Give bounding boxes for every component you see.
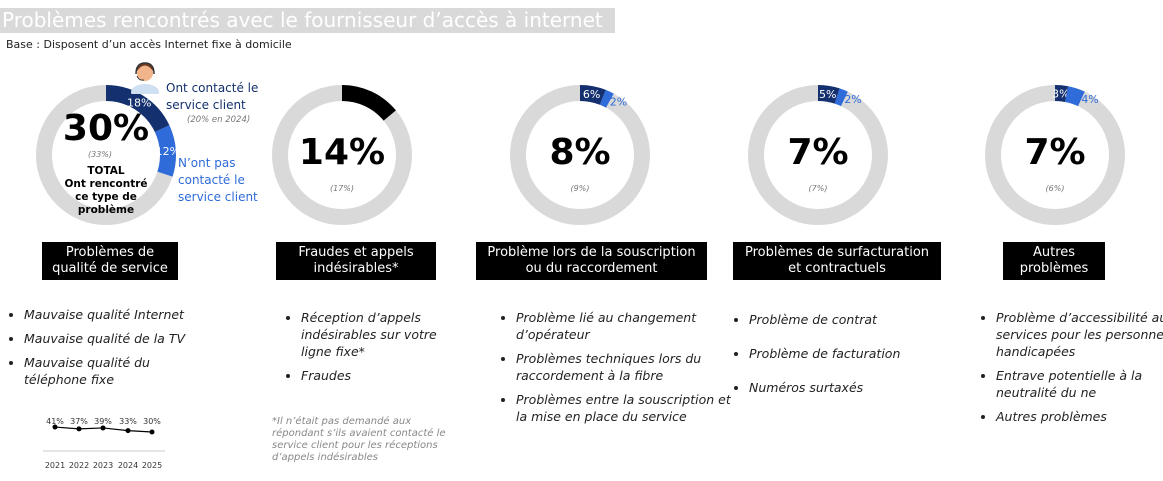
footnote: *Il n’était pas demandé aux répondant s’… xyxy=(272,416,446,463)
trend-point xyxy=(76,426,82,432)
total-label-line: Ont rencontré xyxy=(64,178,148,190)
donut-segment xyxy=(579,85,606,105)
previous-value: (17%) xyxy=(329,184,355,193)
total-value: 8% xyxy=(549,132,611,173)
category-fraud: Fraudes et appels indésirables* xyxy=(276,242,436,280)
contacted-previous: (20% en 2024) xyxy=(187,115,251,125)
list-item: Mauvaise qualité Internet xyxy=(24,306,214,323)
legend-not-contacted: N’ont pas contacté le service client xyxy=(178,156,258,204)
customer-service-agent-icon xyxy=(131,62,159,94)
segment-label: 12% xyxy=(156,145,180,158)
list-item: Problème lié au changement d’opérateur xyxy=(516,309,731,343)
total-label-line: ce type de xyxy=(75,191,137,203)
total-value: 7% xyxy=(787,132,849,173)
segment-label: 2% xyxy=(844,93,861,106)
list-item: Autres problèmes xyxy=(996,408,1163,425)
category-subscription: Problème lors de la souscription ou du r… xyxy=(476,242,707,280)
base-note: Base : Disposent d’un accès Internet fix… xyxy=(6,38,292,51)
segment-label: 4% xyxy=(1081,93,1098,106)
list-item: Problème d’accessibilité aux services po… xyxy=(996,309,1163,360)
trend-point xyxy=(149,429,155,435)
list-subscription: Problème lié au changement d’opérateur P… xyxy=(500,309,731,432)
trend-value-label: 33% xyxy=(119,417,137,426)
segment-label: 5% xyxy=(819,88,836,101)
trend-year-label: 2021 xyxy=(45,461,65,470)
trend-point xyxy=(52,424,58,430)
donut-segment xyxy=(341,85,396,121)
list-item: Mauvaise qualité de la TV xyxy=(24,330,214,347)
list-billing: Problème de contrat Problème de facturat… xyxy=(733,311,959,403)
list-item: Entrave potentielle à la neutralité du n… xyxy=(996,367,1163,401)
category-quality: Problèmes de qualité de service xyxy=(42,242,178,280)
list-item: Problèmes entre la souscription et la mi… xyxy=(516,391,731,425)
previous-value: (6%) xyxy=(1045,184,1065,193)
donut-segment xyxy=(834,88,848,107)
trend-value-label: 30% xyxy=(143,417,161,426)
segment-label: 6% xyxy=(583,88,600,101)
donut-segment xyxy=(154,125,176,177)
previous-value: (33%) xyxy=(87,150,113,159)
segment-label: 18% xyxy=(127,97,151,110)
total-value: 30% xyxy=(62,108,150,149)
segment-label: 3% xyxy=(1052,87,1069,100)
total-value: 14% xyxy=(298,132,386,173)
trend-value-label: 41% xyxy=(46,417,64,426)
category-billing: Problèmes de surfacturation et contractu… xyxy=(733,242,941,280)
previous-value: (7%) xyxy=(808,184,828,193)
trend-year-label: 2024 xyxy=(118,461,138,470)
trend-value-label: 37% xyxy=(70,417,88,426)
donut-segment xyxy=(817,85,840,104)
donut-segment xyxy=(105,85,170,133)
total-value: 7% xyxy=(1024,132,1086,173)
trend-value-label: 39% xyxy=(94,417,112,426)
page-title: Problèmes rencontrés avec le fournisseur… xyxy=(0,8,615,33)
total-label: TOTAL Ont rencontré ce type de problème xyxy=(46,165,166,217)
list-fraud: Réception d’appels indésirables sur votr… xyxy=(285,309,471,391)
trend-year-label: 2025 xyxy=(142,461,162,470)
donut-segment xyxy=(599,89,614,108)
legend-contacted: Ont contacté le service client xyxy=(166,81,259,112)
total-label-line: problème xyxy=(77,204,135,216)
segment-label: 2% xyxy=(610,95,627,108)
list-item: Mauvaise qualité du téléphone fixe xyxy=(24,354,214,388)
list-other: Problème d’accessibilité aux services po… xyxy=(980,309,1163,432)
previous-value: (9%) xyxy=(570,184,590,193)
list-item: Numéros surtaxés xyxy=(749,379,959,396)
trend-year-label: 2022 xyxy=(69,461,89,470)
list-quality: Mauvaise qualité Internet Mauvaise quali… xyxy=(8,306,214,395)
category-other: Autres problèmes xyxy=(1003,242,1105,280)
donut-segment xyxy=(1054,85,1069,102)
list-item: Réception d’appels indésirables sur votr… xyxy=(301,309,471,360)
list-item: Fraudes xyxy=(301,367,471,384)
trend-year-label: 2023 xyxy=(93,461,113,470)
total-label-line: TOTAL xyxy=(87,165,125,177)
donut-segment xyxy=(1064,86,1085,107)
list-item: Problèmes techniques lors du raccordemen… xyxy=(516,350,731,384)
trend-point xyxy=(125,428,131,434)
list-item: Problème de contrat xyxy=(749,311,959,328)
trend-point xyxy=(100,425,106,431)
list-item: Problème de facturation xyxy=(749,345,959,362)
